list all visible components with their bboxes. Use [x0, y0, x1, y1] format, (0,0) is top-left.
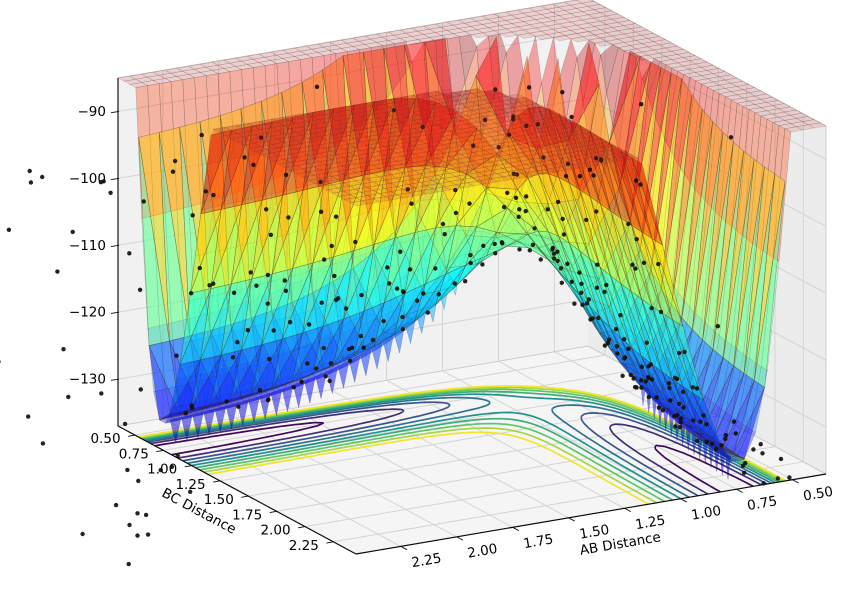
- y-tick-label: 1.75: [232, 507, 262, 523]
- y-tick-label: 0.50: [90, 431, 120, 447]
- z-tick-label: −100: [69, 171, 106, 187]
- z-tick-label: −110: [69, 238, 106, 254]
- y-tick-label: 2.00: [260, 523, 290, 539]
- box-edges: [117, 0, 827, 475]
- y-tick-label: 1.50: [204, 492, 234, 508]
- y-tick-label: 2.25: [289, 538, 319, 554]
- x-tick-label: 1.50: [578, 522, 610, 543]
- floor-contour-lines: [138, 385, 787, 505]
- x-tick-label: 0.75: [746, 493, 778, 514]
- potential-surface: [135, 33, 792, 462]
- x-tick-label: 0.50: [802, 484, 834, 505]
- z-tick-label: −130: [69, 372, 106, 388]
- x-tick-label: 2.00: [466, 541, 498, 562]
- axis-spines: [117, 78, 827, 555]
- y-tick-label: 1.25: [175, 477, 205, 493]
- sample-data-points: [0, 84, 792, 567]
- energy-ceiling-plateau: [117, 0, 827, 207]
- x-tick-label: 1.00: [690, 503, 722, 524]
- x-tick-label: 1.75: [522, 531, 554, 552]
- y-tick-label: 0.75: [119, 446, 149, 462]
- x-tick-label: 1.25: [634, 512, 666, 533]
- x-tick-label: 2.25: [410, 550, 442, 571]
- fitted-surface-sheet: [138, 35, 786, 460]
- z-tick-label: −120: [69, 305, 106, 321]
- z-tick-label: −90: [78, 104, 107, 120]
